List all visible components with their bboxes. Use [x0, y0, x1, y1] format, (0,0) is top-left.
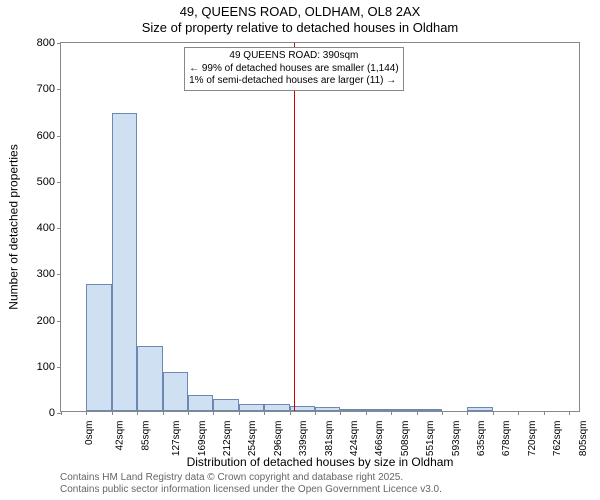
plot-area: 01002003004005006007008000sqm42sqm85sqm1…: [60, 42, 580, 412]
x-tick-label: 381sqm: [324, 421, 335, 457]
histogram-bar: [417, 409, 442, 411]
x-tick-label: 296sqm: [273, 421, 284, 457]
x-tick-label: 551sqm: [425, 421, 436, 457]
histogram-bar: [86, 284, 111, 411]
chart-title-line2: Size of property relative to detached ho…: [0, 20, 600, 35]
x-tick-label: 0sqm: [84, 421, 95, 445]
x-tick-label: 635sqm: [476, 421, 487, 457]
footer-attribution: Contains HM Land Registry data © Crown c…: [60, 472, 442, 496]
histogram-bar: [340, 409, 365, 411]
annotation-line: 1% of semi-detached houses are larger (1…: [189, 75, 399, 88]
x-tick-label: 805sqm: [578, 421, 589, 457]
histogram-bar: [213, 399, 238, 411]
chart-container: 49, QUEENS ROAD, OLDHAM, OL8 2AX Size of…: [0, 0, 600, 500]
x-tick-label: 339sqm: [298, 421, 309, 457]
histogram-bar: [188, 395, 213, 411]
histogram-bar: [112, 113, 137, 411]
x-tick-label: 169sqm: [197, 421, 208, 457]
x-tick-label: 212sqm: [222, 421, 233, 457]
reference-line: [294, 43, 295, 411]
histogram-bar: [366, 409, 391, 411]
x-tick-label: 466sqm: [375, 421, 386, 457]
x-tick-label: 720sqm: [527, 421, 538, 457]
annotation-box: 49 QUEENS ROAD: 390sqm← 99% of detached …: [184, 47, 404, 91]
x-tick-label: 593sqm: [451, 421, 462, 457]
annotation-line: 49 QUEENS ROAD: 390sqm: [189, 50, 399, 63]
footer-line2: Contains public sector information licen…: [60, 484, 442, 496]
histogram-bar: [239, 404, 264, 411]
x-tick-label: 85sqm: [140, 421, 151, 451]
y-axis-label: Number of detached properties: [6, 42, 22, 412]
histogram-bar: [315, 407, 340, 411]
histogram-bar: [264, 404, 289, 411]
footer-line1: Contains HM Land Registry data © Crown c…: [60, 472, 442, 484]
x-tick-label: 762sqm: [552, 421, 563, 457]
histogram-bar: [137, 346, 162, 411]
annotation-line: ← 99% of detached houses are smaller (1,…: [189, 63, 399, 76]
x-tick-label: 508sqm: [400, 421, 411, 457]
x-tick-label: 42sqm: [115, 421, 126, 451]
histogram-bar: [467, 407, 492, 411]
x-tick-label: 424sqm: [349, 421, 360, 457]
histogram-bar: [163, 372, 188, 411]
x-tick-label: 678sqm: [502, 421, 513, 457]
x-tick-label: 254sqm: [247, 421, 258, 457]
chart-title-line1: 49, QUEENS ROAD, OLDHAM, OL8 2AX: [0, 4, 600, 19]
x-tick-label: 127sqm: [171, 421, 182, 457]
histogram-bar: [391, 409, 416, 411]
x-axis-label: Distribution of detached houses by size …: [60, 455, 580, 469]
